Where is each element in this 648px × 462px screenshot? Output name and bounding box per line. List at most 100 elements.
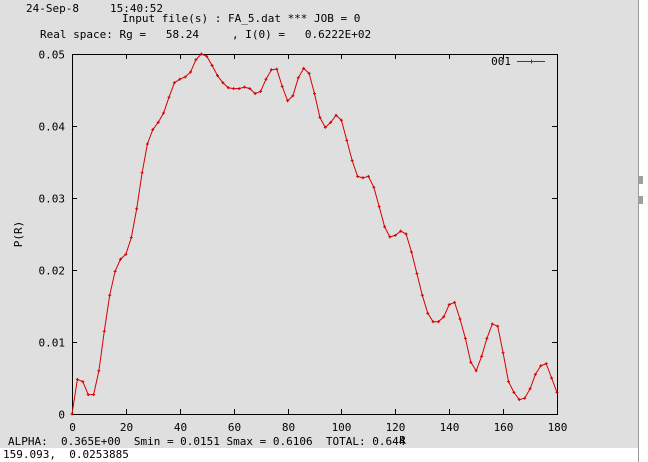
data-point xyxy=(383,225,387,229)
data-point xyxy=(550,376,554,380)
data-point xyxy=(415,272,419,276)
data-point xyxy=(216,74,219,78)
data-point xyxy=(242,85,246,89)
data-point xyxy=(544,362,548,366)
data-point xyxy=(221,81,225,85)
data-point xyxy=(490,322,494,326)
data-point xyxy=(463,336,467,340)
x-axis-label: R xyxy=(399,434,406,447)
data-point xyxy=(528,387,532,391)
data-point xyxy=(259,89,263,93)
legend-label: 001 xyxy=(491,55,511,68)
data-point xyxy=(323,125,327,129)
x-tick-label: 120 xyxy=(386,421,406,434)
data-point xyxy=(97,369,101,373)
data-point xyxy=(361,176,365,180)
realspace-label: Real space: Rg = 58.24 , I(0) = 0.6222E+… xyxy=(40,28,372,41)
data-point xyxy=(178,77,182,81)
x-tick-label: 100 xyxy=(332,421,352,434)
x-tick-label: 140 xyxy=(440,421,460,434)
data-point xyxy=(248,87,252,91)
data-point xyxy=(404,232,408,236)
data-point xyxy=(442,315,446,319)
y-tick-label: 0.04 xyxy=(39,121,66,134)
data-point xyxy=(339,118,343,122)
data-point xyxy=(167,95,171,99)
data-point xyxy=(194,58,198,62)
data-point xyxy=(388,235,392,239)
y-axis-label: P(R) xyxy=(12,221,25,248)
data-point xyxy=(393,233,397,237)
data-point xyxy=(410,250,413,254)
data-point xyxy=(70,412,74,416)
data-point xyxy=(539,364,543,368)
data-point xyxy=(199,52,203,56)
plot-frame xyxy=(72,54,558,415)
data-point xyxy=(501,351,505,355)
data-point xyxy=(92,393,96,397)
stats-label: ALPHA: 0.365E+00 Smin = 0.0151 Smax = 0.… xyxy=(8,435,406,448)
data-point xyxy=(480,354,484,358)
x-tick-label: 60 xyxy=(228,421,241,434)
data-point xyxy=(469,360,473,364)
data-point xyxy=(356,174,360,178)
data-point xyxy=(302,66,306,70)
data-point xyxy=(313,92,316,96)
legend: 001 xyxy=(491,55,545,68)
data-point xyxy=(377,205,381,209)
data-point xyxy=(75,377,79,381)
data-point xyxy=(372,185,376,189)
data-point xyxy=(366,174,370,178)
data-point xyxy=(81,380,85,384)
data-point xyxy=(280,84,284,88)
y-tick-label: 0 xyxy=(58,409,65,422)
data-point xyxy=(350,159,354,163)
data-point xyxy=(237,87,241,91)
data-point xyxy=(420,293,424,297)
data-point xyxy=(291,94,295,98)
data-point xyxy=(275,67,279,71)
x-tick-label: 180 xyxy=(548,421,568,434)
series-line xyxy=(71,53,558,415)
data-point xyxy=(253,92,257,96)
data-point xyxy=(119,257,122,261)
x-tick-label: 160 xyxy=(494,421,514,434)
strip-marker xyxy=(639,176,643,184)
x-tick-label: 80 xyxy=(282,421,295,434)
data-point xyxy=(189,70,193,74)
data-point xyxy=(135,207,139,211)
data-point xyxy=(307,71,311,75)
data-point xyxy=(512,390,516,394)
data-point xyxy=(162,111,166,115)
data-point xyxy=(496,324,500,328)
side-scroll-strip[interactable] xyxy=(638,0,648,462)
data-point xyxy=(232,87,236,91)
data-point xyxy=(140,171,144,175)
data-point xyxy=(286,99,290,103)
data-point xyxy=(113,269,117,273)
data-point xyxy=(124,252,128,256)
data-point xyxy=(523,396,527,400)
cursor-coordinates: 159.093, 0.0253885 xyxy=(3,448,129,461)
pr-chart: 0 20 40 60 80 100 120 140 160 180 0 0.01 0.02 0.03 0.0… xyxy=(12,49,568,448)
data-point xyxy=(436,320,440,324)
data-point xyxy=(102,329,106,333)
data-point xyxy=(334,113,338,117)
data-point xyxy=(129,236,133,240)
input-file-label: Input file(s) : FA_5.dat *** JOB = 0 xyxy=(122,12,361,25)
x-tick-label: 0 xyxy=(69,421,76,434)
data-point xyxy=(269,68,273,72)
data-point xyxy=(145,142,149,146)
data-point xyxy=(329,120,333,124)
data-point xyxy=(226,86,230,90)
x-tick-label: 20 xyxy=(120,421,133,434)
y-tick-label: 0.05 xyxy=(39,49,66,62)
x-tick-label: 40 xyxy=(174,421,187,434)
data-point xyxy=(156,120,160,124)
data-point xyxy=(183,75,187,79)
data-point xyxy=(447,303,451,307)
strip-marker xyxy=(639,196,643,204)
data-point xyxy=(345,138,349,142)
data-point xyxy=(426,311,430,315)
status-bar: 159.093, 0.0253885 xyxy=(0,448,638,462)
